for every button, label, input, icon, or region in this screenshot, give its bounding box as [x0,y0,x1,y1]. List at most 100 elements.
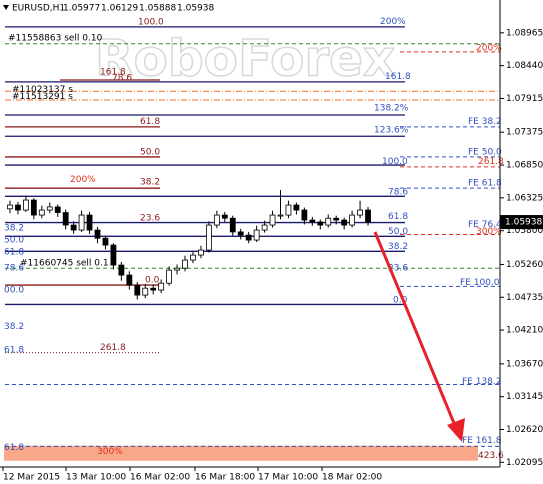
candle-body [357,209,363,216]
level-label: 23.6 [140,214,160,224]
x-tick-label: 16 Mar 18:00 [195,473,255,483]
candle-body [349,214,356,226]
level-label: 0.0 [145,276,160,286]
level-label: 423.6 [478,451,504,461]
candle-body [309,219,316,223]
level-label: 200% [476,44,502,54]
candle-body [317,221,324,226]
y-tick-label: 1.06850 [506,161,543,171]
candle-body [70,224,77,231]
level-label: #11660745 sell 0.1 [20,259,109,269]
level-label: 50.0 [4,236,24,246]
level-label: 38.2 [4,224,24,234]
candle-body [78,214,85,231]
level-label: 61.8 [4,346,24,356]
candle-body [158,282,165,291]
level-label: FE 50.0 [468,147,502,157]
level-label: 61.8 [388,212,408,222]
level-label: FE 76.4 [468,220,502,230]
candle-body [110,244,117,266]
candle-body [237,231,244,236]
level-label: 38.2 [140,177,160,187]
candle-body [166,269,173,284]
candle-body [30,199,37,216]
y-tick-label: 1.02095 [506,458,543,468]
candle-body [94,229,101,239]
y-tick-label: 1.07375 [506,128,543,138]
level-label: 200% [380,17,406,27]
close: 1.05938 [177,4,214,14]
candle-body [54,206,61,213]
candle-body [126,274,133,286]
candle-body [198,249,204,256]
candle-body [118,264,125,276]
y-tick-label: 1.06325 [506,193,543,203]
level-label: 0.0 [393,296,408,306]
level-label: 50.0 [140,147,160,157]
level-label: 138.2% [374,104,409,114]
low: 1.05888 [139,4,176,14]
candle-body [325,217,332,226]
level-label: #11513291 s [12,92,73,102]
level-label: 78.6 [112,74,132,84]
level-label: #11023137 s [12,85,73,95]
watermark: RoboForex [95,30,395,88]
candle-body [38,209,45,216]
level-label: FE 61.8 [468,179,502,189]
level-label: FE 138.2 [462,377,502,387]
level-label: 61.8 [4,443,24,453]
level-label: #11558863 sell 0.10 [8,34,103,44]
level-label: FE 161.8 [462,436,502,446]
level-label: 78.6 [388,187,408,197]
level-label: FE 100.0 [460,278,500,288]
candle-body [285,204,292,216]
candle-body [86,214,93,231]
candle-body [341,219,348,226]
y-tick-label: 1.07915 [506,94,543,104]
candle-body [301,209,308,221]
level-label: 161.8 [385,72,411,82]
level-label: 261.8 [100,343,126,353]
y-tick-label: 1.03145 [506,392,543,402]
level-label: 300% [97,447,123,457]
level-label: 300% [476,227,502,237]
current-price-box [500,215,543,230]
forecast-arrow-head [447,418,465,442]
x-tick-label: 17 Mar 10:00 [258,473,318,483]
target-zone [4,445,478,461]
candle-body [245,234,252,241]
y-tick-label: 1.08440 [506,61,543,71]
level-label: 38.2 [388,242,408,252]
candle-body [213,214,220,226]
candle-body [253,229,260,241]
forecast-arrow [373,231,458,429]
candle-body [174,267,180,271]
level-label: 200% [70,175,96,185]
y-tick-label: 1.03670 [506,359,543,369]
high: 1.06129 [101,4,138,14]
candle-body [182,259,188,269]
candle-body [365,209,371,223]
level-label: 78.6 [4,264,24,274]
level-label: 23.6 [388,264,408,274]
level-label: 50.0 [388,227,408,237]
candle-body [269,214,276,226]
x-tick-label: 18 Mar 02:00 [322,473,382,483]
x-tick-label: 13 Mar 10:00 [66,473,126,483]
y-tick-label: 1.04210 [506,326,543,336]
candle-body [229,217,236,233]
candle-body [293,204,300,211]
level-label: 61.8 [4,247,24,257]
y-tick-label: 1.05800 [506,226,543,236]
level-label: 61.8 [140,117,160,127]
level-label: 38.2 [4,322,24,332]
candle-body [102,237,109,246]
level-label: 261.8 [478,157,504,167]
level-label: FE 38.2 [468,117,502,127]
level-label: 100.0 [382,157,408,167]
x-tick-label: 16 Mar 02:00 [130,473,190,483]
candle-body [333,217,340,221]
candle-body [221,214,228,219]
y-tick-label: 1.04735 [506,293,543,303]
